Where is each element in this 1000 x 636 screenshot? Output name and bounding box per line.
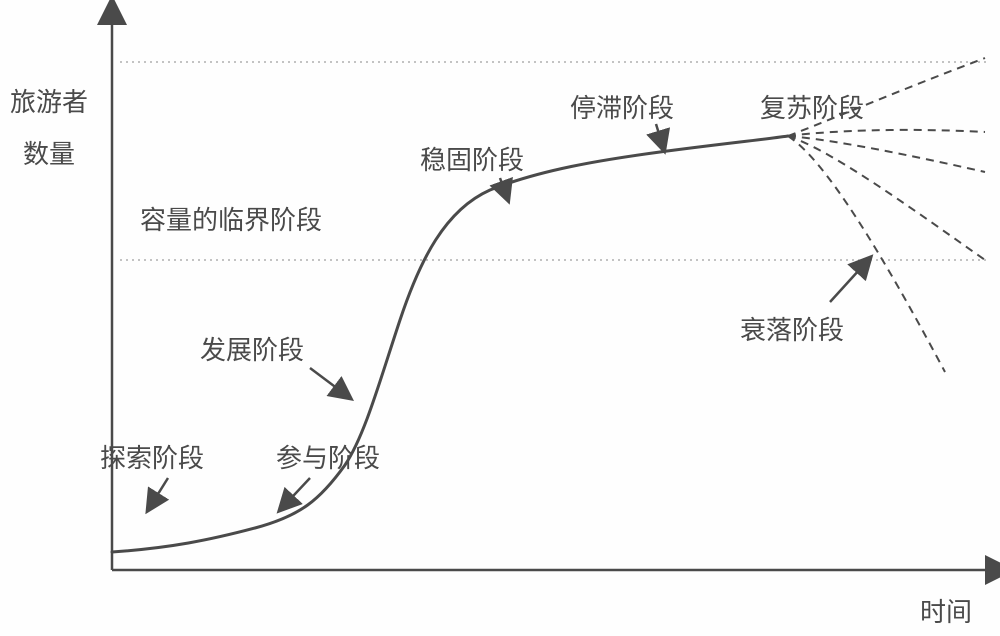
- lifecycle-diagram: 旅游者 数量 时间 探索阶段 参与阶段 发展阶段 容量的临界阶段 稳固阶段 停滞…: [0, 0, 1000, 636]
- stage-decline: 衰落阶段: [740, 310, 844, 347]
- stage-critical: 容量的临界阶段: [140, 200, 322, 237]
- x-axis-label: 时间: [920, 592, 972, 634]
- y-axis-label-line2: 数量: [10, 134, 88, 176]
- stage-explore: 探索阶段: [100, 438, 204, 475]
- y-axis-label: 旅游者 数量: [10, 82, 88, 175]
- stage-involve: 参与阶段: [276, 438, 380, 475]
- stage-consolidate: 稳固阶段: [420, 140, 524, 177]
- stage-stagnate: 停滞阶段: [570, 88, 674, 125]
- stage-develop: 发展阶段: [200, 330, 304, 367]
- y-axis-label-line1: 旅游者: [10, 82, 88, 124]
- stage-rejuvenate: 复苏阶段: [760, 88, 864, 125]
